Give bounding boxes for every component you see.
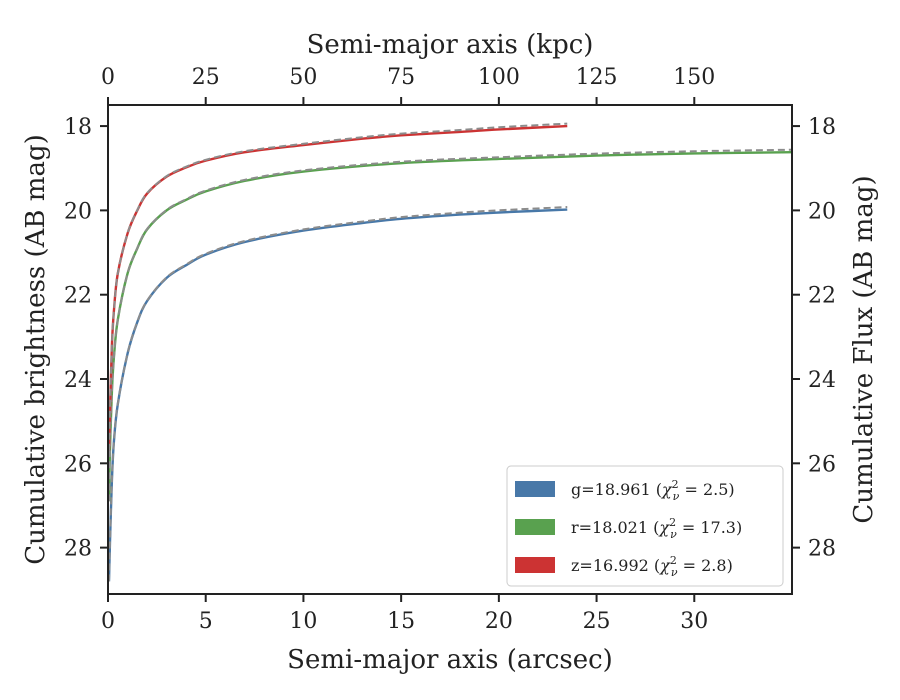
x-top-tick-label: 50 [289,65,317,90]
y-tick-label: 22 [64,284,92,309]
y-axis-title: Cumulative brightness (AB mag) [21,134,51,565]
x-tick-label: 15 [387,609,415,634]
legend-label-r: r=18.021 (χ2 ν = 17.3) [571,516,742,541]
x-tick-label: 10 [289,609,317,634]
x-tick-label: 0 [101,609,115,634]
series-line-r [108,151,792,502]
model-line-g [108,206,568,582]
model-line-z [108,122,568,451]
y-tick-label: 18 [64,115,92,140]
x-top-tick-label: 100 [478,65,520,90]
y-tick-label: 26 [64,452,92,477]
x-tick-label: 5 [199,609,213,634]
y-right-tick-label: 26 [808,452,836,477]
x-top-tick-label: 75 [387,65,415,90]
legend-swatch-g [515,481,555,497]
y-tick-label: 24 [64,368,92,393]
y-tick-label: 28 [64,537,92,562]
y-tick-label: 20 [64,199,92,224]
y-right-axis-title: Cumulative Flux (AB mag) [849,175,879,523]
legend-items: g=18.961 (χ2 ν = 2.5) r=18.021 (χ2 ν = 17.3… [515,478,742,579]
series-line-g [108,208,568,582]
x-top-tick-label: 150 [673,65,715,90]
legend-label-z: z=16.992 (χ2 ν = 2.8) [571,554,733,579]
y-right-tick-label: 24 [808,368,836,393]
x-tick-label: 20 [485,609,513,634]
axis-ticks: 0 5 10 15 20 25 30 0 25 50 75 100 125 150 18 18 20 20 22 22… [64,65,836,634]
plot-area [108,122,792,582]
x-tick-label: 30 [680,609,708,634]
legend-label-g: g=18.961 (χ2 ν = 2.5) [571,478,735,503]
y-right-tick-label: 18 [808,115,836,140]
legend-swatch-z [515,557,555,573]
legend-box [506,465,784,587]
legend: g=18.961 (χ2 ν = 2.5) r=18.021 (χ2 ν = 17.3… [506,465,784,587]
x-top-tick-label: 0 [101,65,115,90]
plot-frame [107,104,793,595]
y-right-tick-label: 28 [808,537,836,562]
y-right-tick-label: 20 [808,199,836,224]
legend-swatch-r [515,519,555,535]
x-tick-label: 25 [583,609,611,634]
series-line-z [108,124,568,451]
model-line-r [108,148,792,502]
series-curves [108,122,792,582]
x-top-axis-title: Semi-major axis (kpc) [307,30,594,60]
x-top-tick-label: 125 [576,65,618,90]
x-axis-title: Semi-major axis (arcsec) [287,645,613,675]
y-right-tick-label: 22 [808,284,836,309]
x-top-tick-label: 25 [192,65,220,90]
